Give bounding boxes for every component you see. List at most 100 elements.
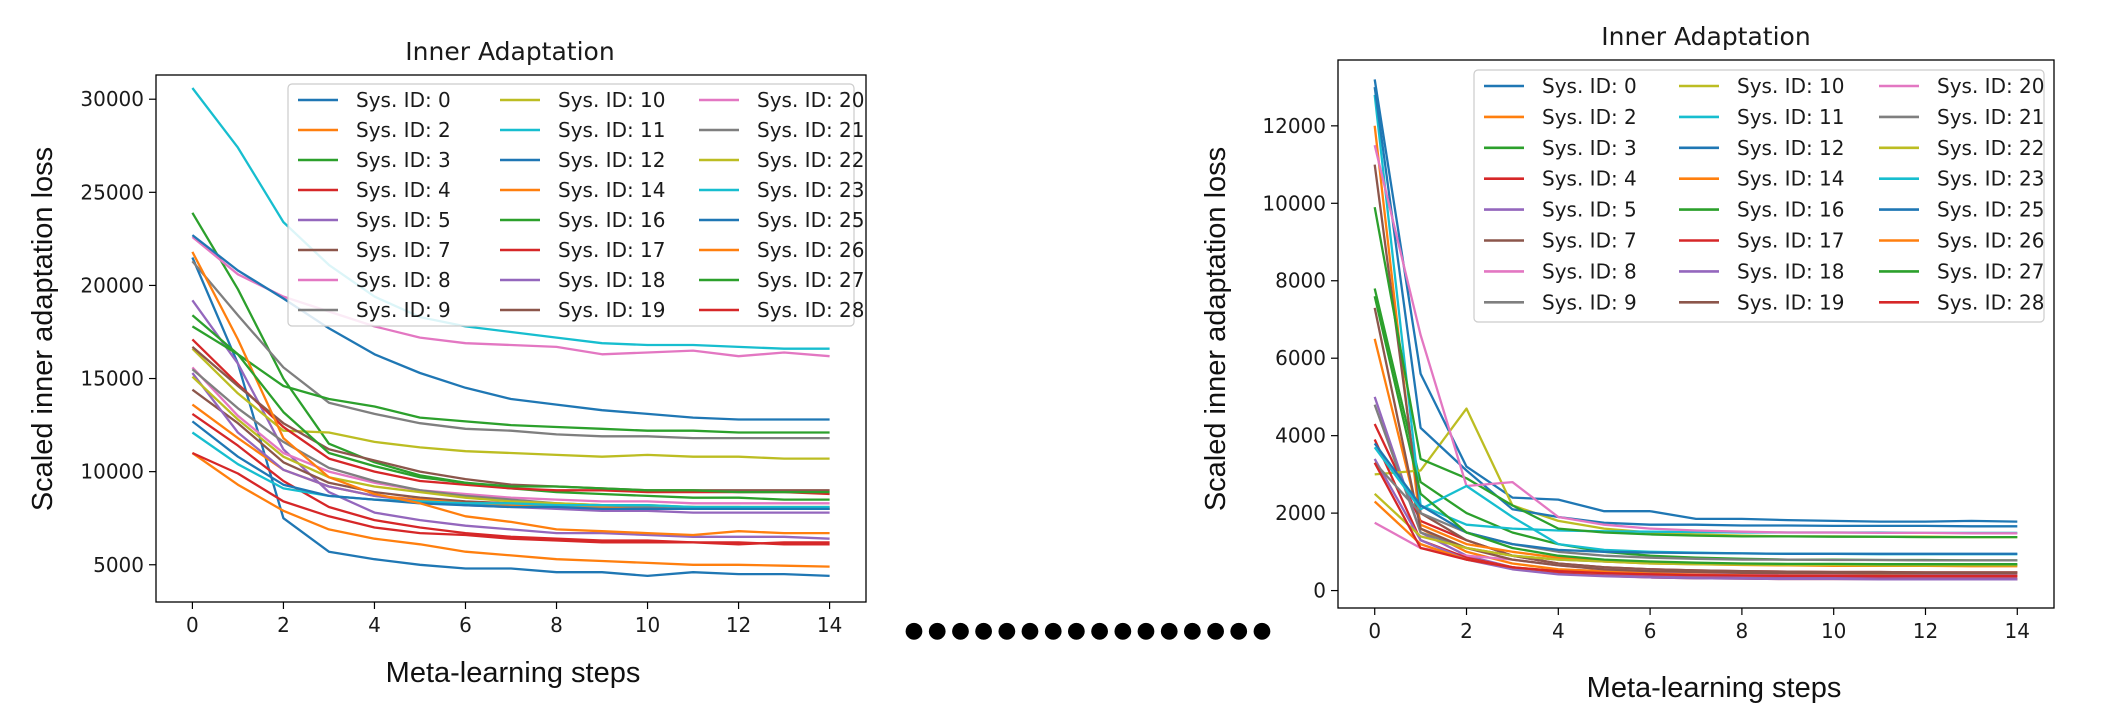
chart-left-legend-label: Sys. ID: 26 — [757, 238, 865, 262]
chart-right-legend-box — [1473, 69, 2045, 323]
chart-right-y-tick-label: 10000 — [1262, 191, 1326, 215]
chart-left-y-tick-label: 30000 — [80, 87, 144, 111]
chart-right-y-tick-label: 2000 — [1275, 501, 1326, 525]
chart-left-series-line — [191, 257, 830, 578]
chart-right-x-tick-label: 12 — [1913, 619, 1938, 643]
chart-right-legend-label: Sys. ID: 16 — [1737, 198, 1845, 222]
chart-right-legend-label: Sys. ID: 27 — [1937, 259, 2045, 283]
chart-right-legend-label: Sys. ID: 4 — [1542, 167, 1637, 191]
chart-right-x-tick-label: 14 — [2005, 619, 2030, 643]
chart-left-series-line — [191, 412, 830, 546]
chart-right-legend-label: Sys. ID: 20 — [1937, 74, 2045, 98]
chart-right-frame — [1337, 59, 2055, 609]
chart-right-series-line — [1373, 86, 2018, 528]
chart-left-x-tick-label: 2 — [277, 613, 290, 637]
chart-left-legend-box — [287, 83, 855, 327]
chart-left-frame — [155, 74, 867, 603]
chart-left-x-tick-label: 10 — [635, 613, 660, 637]
chart-left-legend-label: Sys. ID: 8 — [356, 268, 451, 292]
chart-left-y-tick-label: 5000 — [93, 553, 144, 577]
chart-right-y-axis-label: Scaled inner adaptation loss — [1200, 147, 1232, 511]
chart-right-legend-label: Sys. ID: 2 — [1542, 105, 1637, 129]
chart-right-x-axis-label: Meta-learning steps — [1587, 672, 1842, 704]
chart-right-legend: Sys. ID: 0 Sys. ID: 2 Sys. ID: 3 Sys. ID: 4… — [1473, 69, 2045, 323]
chart-right-legend-label: Sys. ID: 19 — [1737, 290, 1845, 314]
chart-left-y-tick-label: 20000 — [80, 273, 144, 297]
chart-right-legend-label: Sys. ID: 28 — [1937, 290, 2045, 314]
chart-left-legend-label: Sys. ID: 9 — [356, 298, 451, 322]
chart-right-series-line — [1373, 442, 2018, 555]
chart-left-y-axis-label: Scaled inner adaptation loss — [27, 147, 59, 511]
chart-left-x-tick-label: 14 — [817, 613, 842, 637]
chart-left-x-tick-label: 8 — [550, 613, 563, 637]
chart-left: Inner Adaptation 0 2 4 6 8 10 12 14 5000 10000 150… — [27, 37, 867, 689]
chart-right-x-tick-label: 2 — [1460, 619, 1473, 643]
chart-right-series-line — [1373, 307, 2018, 575]
chart-right-y-tick-label: 12000 — [1262, 114, 1326, 138]
chart-left-legend-label: Sys. ID: 20 — [757, 88, 865, 112]
chart-right-legend-label: Sys. ID: 14 — [1737, 167, 1845, 191]
chart-right-y-tick-label: 6000 — [1275, 346, 1326, 370]
chart-left-title: Inner Adaptation — [405, 37, 614, 66]
chart-left-series-line — [191, 431, 830, 509]
chart-left-x-axis-label: Meta-learning steps — [386, 657, 641, 689]
chart-left-legend-label: Sys. ID: 14 — [558, 178, 666, 202]
chart-right-series-line — [1373, 144, 2018, 535]
chart-right-legend-label: Sys. ID: 9 — [1542, 290, 1637, 314]
chart-left-legend-label: Sys. ID: 19 — [558, 298, 666, 322]
chart-right-legend-label: Sys. ID: 11 — [1737, 105, 1845, 129]
chart-left-legend-label: Sys. ID: 11 — [558, 118, 666, 142]
chart-right-y-tick-label: 8000 — [1275, 269, 1326, 293]
chart-left-legend-label: Sys. ID: 28 — [757, 298, 865, 322]
chart-right-legend-label: Sys. ID: 5 — [1542, 198, 1637, 222]
chart-right: Inner Adaptation 0 2 4 6 8 10 12 14 0 2000 4000 600… — [1200, 22, 2055, 704]
chart-right-series-line — [1373, 396, 2018, 580]
chart-left-x-tick-label: 4 — [368, 613, 381, 637]
chart-left-series-line — [191, 251, 830, 537]
chart-left-series-line — [191, 314, 830, 434]
chart-left-legend-label: Sys. ID: 0 — [356, 88, 451, 112]
chart-left-series-line — [191, 452, 830, 568]
chart-left-x-tick-label: 6 — [459, 613, 472, 637]
chart-right-legend-label: Sys. ID: 18 — [1737, 259, 1845, 283]
chart-left-legend-label: Sys. ID: 10 — [558, 88, 666, 112]
chart-right-legend-label: Sys. ID: 21 — [1937, 105, 2045, 129]
chart-right-series-line — [1373, 79, 2018, 523]
chart-left-legend-label: Sys. ID: 4 — [356, 178, 451, 202]
chart-right-series-line — [1373, 295, 2018, 566]
chart-left-legend-label: Sys. ID: 7 — [356, 238, 451, 262]
chart-right-legend-label: Sys. ID: 7 — [1542, 229, 1637, 253]
chart-right-legend-label: Sys. ID: 12 — [1737, 136, 1845, 160]
chart-left-legend-label: Sys. ID: 25 — [757, 208, 865, 232]
chart-left-legend-label: Sys. ID: 21 — [757, 118, 865, 142]
chart-right-x-tick-label: 10 — [1821, 619, 1846, 643]
chart-right-x-tick-label: 4 — [1552, 619, 1565, 643]
chart-right-y-tick-label: 0 — [1313, 579, 1326, 603]
chart-left-series-line — [191, 346, 830, 492]
chart-left-legend-label: Sys. ID: 17 — [558, 238, 666, 262]
chart-left-legend-label: Sys. ID: 3 — [356, 148, 451, 172]
chart-right-series-line — [1373, 462, 2018, 578]
chart-left-plot-area: 0 2 4 6 8 10 12 14 5000 10000 15000 20000 25000 30000… — [80, 74, 867, 637]
separator-dots: ●●●●●●●●●●●●●●●● — [904, 618, 1275, 643]
chart-left-series-line — [191, 260, 830, 440]
chart-right-legend-label: Sys. ID: 25 — [1937, 198, 2045, 222]
chart-right-legend-label: Sys. ID: 22 — [1937, 136, 2045, 160]
chart-right-series-line — [1373, 206, 2018, 539]
chart-right-y-tick-label: 4000 — [1275, 424, 1326, 448]
chart-right-legend-label: Sys. ID: 26 — [1937, 229, 2045, 253]
chart-right-series-line — [1373, 492, 2018, 567]
chart-right-title: Inner Adaptation — [1601, 22, 1810, 51]
chart-left-x-tick-label: 12 — [726, 613, 751, 637]
chart-right-legend-label: Sys. ID: 0 — [1542, 74, 1637, 98]
chart-left-series-line — [191, 325, 830, 494]
chart-right-legend-label: Sys. ID: 10 — [1737, 74, 1845, 98]
chart-right-x-tick-label: 6 — [1644, 619, 1657, 643]
chart-left-y-tick-label: 15000 — [80, 367, 144, 391]
chart-left-series-line — [191, 366, 830, 505]
chart-left-legend-label: Sys. ID: 12 — [558, 148, 666, 172]
chart-left-legend-label: Sys. ID: 22 — [757, 148, 865, 172]
chart-left-series-line — [191, 420, 830, 511]
chart-right-legend-label: Sys. ID: 17 — [1737, 229, 1845, 253]
chart-right-series-line — [1373, 164, 2018, 574]
